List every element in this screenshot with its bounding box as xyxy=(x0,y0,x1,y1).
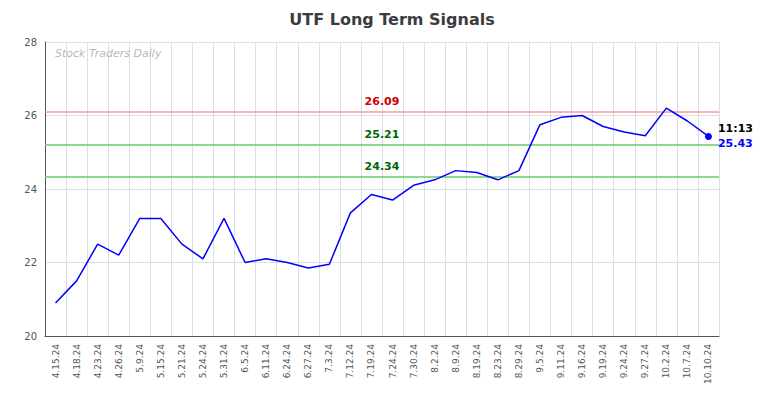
svg-text:8.19.24: 8.19.24 xyxy=(472,344,482,379)
svg-text:7.24.24: 7.24.24 xyxy=(388,344,398,379)
svg-text:26.09: 26.09 xyxy=(365,95,400,108)
svg-text:5.15.24: 5.15.24 xyxy=(156,344,166,379)
svg-text:8.9.24: 8.9.24 xyxy=(451,344,461,373)
svg-text:10.10.24: 10.10.24 xyxy=(703,344,713,384)
svg-text:7.12.24: 7.12.24 xyxy=(345,344,355,379)
svg-text:24: 24 xyxy=(24,184,37,195)
svg-text:20: 20 xyxy=(24,331,37,342)
svg-text:4.15.24: 4.15.24 xyxy=(51,344,61,379)
svg-text:28: 28 xyxy=(24,37,37,48)
svg-text:7.3.24: 7.3.24 xyxy=(324,344,334,373)
svg-text:5.9.24: 5.9.24 xyxy=(135,344,145,373)
svg-text:25.21: 25.21 xyxy=(365,128,400,141)
svg-text:25.43: 25.43 xyxy=(718,137,753,150)
svg-text:26: 26 xyxy=(24,110,37,121)
svg-text:UTF Long Term Signals: UTF Long Term Signals xyxy=(289,10,494,29)
svg-text:22: 22 xyxy=(24,257,37,268)
svg-text:9.16.24: 9.16.24 xyxy=(577,344,587,379)
svg-text:9.24.24: 9.24.24 xyxy=(619,344,629,379)
svg-text:9.19.24: 9.19.24 xyxy=(598,344,608,379)
svg-text:8.2.24: 8.2.24 xyxy=(430,344,440,373)
svg-text:4.18.24: 4.18.24 xyxy=(72,344,82,379)
svg-text:6.27.24: 6.27.24 xyxy=(303,344,313,379)
svg-text:5.21.24: 5.21.24 xyxy=(177,344,187,379)
svg-text:5.31.24: 5.31.24 xyxy=(219,344,229,379)
svg-text:4.26.24: 4.26.24 xyxy=(114,344,124,379)
svg-text:7.19.24: 7.19.24 xyxy=(366,344,376,379)
svg-text:9.5.24: 9.5.24 xyxy=(535,344,545,373)
svg-text:24.34: 24.34 xyxy=(365,160,400,173)
svg-text:Stock Traders Daily: Stock Traders Daily xyxy=(55,47,162,60)
svg-text:9.11.24: 9.11.24 xyxy=(556,344,566,379)
svg-text:6.5.24: 6.5.24 xyxy=(240,344,250,373)
svg-text:6.24.24: 6.24.24 xyxy=(282,344,292,379)
svg-text:10.2.24: 10.2.24 xyxy=(661,344,671,379)
svg-text:8.29.24: 8.29.24 xyxy=(514,344,524,379)
svg-text:10.7.24: 10.7.24 xyxy=(682,344,692,379)
svg-text:11:13: 11:13 xyxy=(718,122,753,135)
svg-text:6.11.24: 6.11.24 xyxy=(261,344,271,379)
svg-text:8.23.24: 8.23.24 xyxy=(493,344,503,379)
svg-text:7.30.24: 7.30.24 xyxy=(409,344,419,379)
svg-text:5.24.24: 5.24.24 xyxy=(198,344,208,379)
svg-text:4.23.24: 4.23.24 xyxy=(93,344,103,379)
svg-text:9.27.24: 9.27.24 xyxy=(640,344,650,379)
